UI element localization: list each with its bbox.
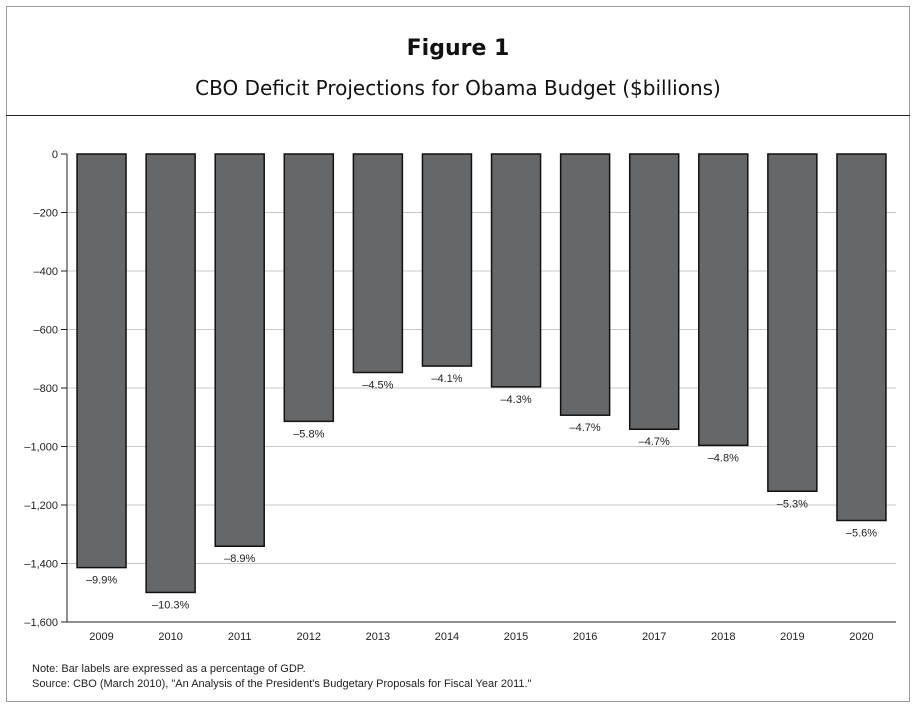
x-tick-label: 2011	[228, 631, 252, 643]
y-tick-label: –1,400	[24, 559, 58, 571]
data-label: –4.7%	[639, 436, 670, 448]
data-label: –5.3%	[777, 498, 808, 510]
data-label: –4.5%	[362, 379, 393, 391]
data-label: –4.7%	[570, 422, 601, 434]
x-tick-label: 2009	[89, 631, 113, 643]
y-tick-label: –200	[34, 208, 58, 220]
chart-title: CBO Deficit Projections for Obama Budget…	[195, 76, 721, 100]
x-tick-label: 2013	[366, 631, 390, 643]
bar-2011	[214, 153, 265, 547]
y-tick-label: –800	[34, 383, 58, 395]
bar-2014	[421, 153, 473, 367]
y-tick-label: –1,600	[24, 617, 58, 629]
x-tick-label: 2012	[297, 631, 321, 643]
bar-2010	[145, 153, 196, 594]
y-tick-label: –1,000	[24, 442, 58, 454]
y-tick-label: –400	[34, 266, 58, 278]
data-label: –4.8%	[708, 452, 739, 464]
y-tick-label: –1,200	[24, 500, 58, 512]
data-label: –4.1%	[431, 373, 462, 385]
bar-2019	[767, 153, 818, 493]
bar-2018	[698, 153, 749, 447]
bar-2013	[352, 153, 404, 374]
x-tick-label: 2010	[158, 631, 182, 643]
bar-2016	[559, 153, 611, 416]
bar-2009	[76, 153, 127, 569]
x-tick-label: 2015	[504, 631, 528, 643]
x-tick-label: 2018	[711, 631, 735, 643]
bar-2017	[628, 153, 680, 430]
chart-source: Source: CBO (March 2010), "An Analysis o…	[32, 678, 532, 690]
bar-2020	[836, 153, 887, 522]
title-divider	[6, 115, 910, 116]
data-label: –8.9%	[224, 553, 255, 565]
bar-2012	[283, 153, 335, 423]
x-tick-label: 2020	[849, 631, 873, 643]
x-tick-label: 2016	[573, 631, 597, 643]
x-tick-label: 2014	[435, 631, 459, 643]
data-label: –10.3%	[152, 599, 190, 611]
data-label: –4.3%	[500, 394, 531, 406]
y-tick-label: 0	[52, 149, 58, 161]
x-tick-label: 2019	[780, 631, 804, 643]
data-label: –5.8%	[293, 428, 324, 440]
figure-label: Figure 1	[406, 36, 510, 61]
data-label: –5.6%	[846, 528, 877, 540]
bar-2015	[490, 153, 542, 388]
chart-note: Note: Bar labels are expressed as a perc…	[32, 663, 306, 675]
data-label: –9.9%	[86, 575, 117, 587]
y-tick-label: –600	[34, 325, 58, 337]
x-tick-label: 2017	[642, 631, 666, 643]
